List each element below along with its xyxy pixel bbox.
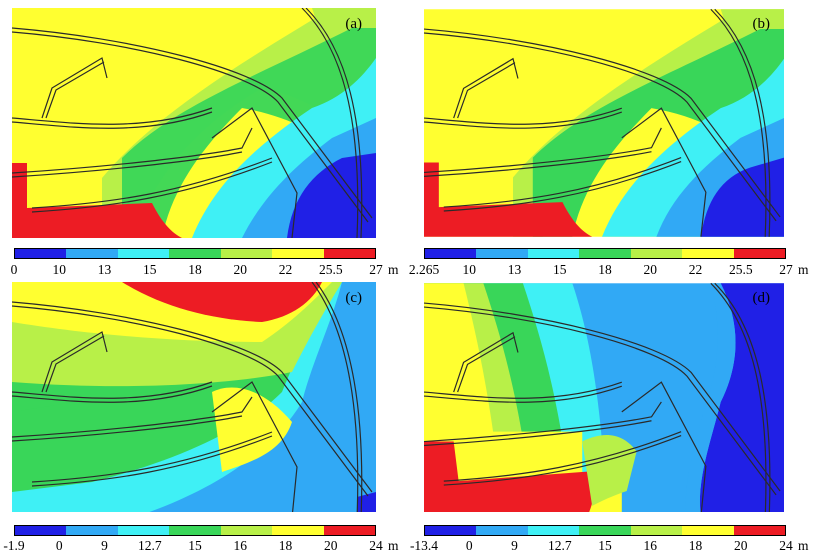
colorbar-ticks-b: 2.265 10 13 15 18 20 22 25.5 27 m [409, 262, 809, 280]
colorbar-tick-label: 20 [233, 262, 248, 277]
colorbar-d-segment [630, 526, 683, 535]
colorbar-ticks-c: -1.9 0 9 12.7 15 16 18 20 24 m [3, 538, 398, 556]
colorbar-tick-label: 16 [233, 538, 248, 553]
colorbar-tick-label: 13 [97, 262, 112, 277]
colorbar-b-segment [682, 249, 734, 258]
colorbar-a-segment [117, 249, 170, 258]
colorbar-b-segment [425, 249, 477, 258]
colorbar-tick-label: 9 [511, 538, 518, 553]
colorbar-d-segment [527, 526, 580, 535]
colorbar-unit-label: m [798, 262, 809, 277]
colorbar-tick-label: 15 [598, 538, 612, 553]
colorbar-tick-label: 22 [278, 262, 293, 277]
colorbar-b-segment [579, 249, 631, 258]
colorbar-tick-label: 0 [55, 538, 63, 553]
colorbar-unit-label: m [388, 538, 399, 553]
contour-panel-d: (d) [424, 282, 784, 512]
colorbar-tick-label: 15 [188, 538, 202, 553]
colorbar-c-segment [323, 526, 375, 535]
colorbar-tick-label: 20 [324, 538, 338, 553]
contour-panel-a: (a) [12, 8, 376, 238]
colorbar-b-segment [476, 249, 528, 258]
colorbar-ticks-a: 0 10 13 15 18 20 22 25.5 27 m [10, 262, 399, 280]
colorbar-tick-label: -1.9 [3, 538, 25, 553]
colorbar-c [14, 525, 376, 536]
colorbar-tick-label: 25.5 [728, 262, 753, 277]
colorbar-tick-label: 9 [101, 538, 108, 553]
colorbar-unit-label: m [388, 262, 399, 277]
colorbar-tick-label: 13 [507, 262, 522, 277]
contour-map-d [424, 282, 784, 512]
colorbar-c-segment [169, 526, 221, 535]
colorbar-d-segment [682, 526, 734, 535]
colorbar-tick-label: 18 [688, 538, 703, 553]
panel-label-c: (c) [345, 290, 362, 306]
colorbar-tick-label: 20 [643, 262, 658, 277]
colorbar-b-segment [733, 249, 785, 258]
colorbar-c-segment [220, 526, 273, 535]
colorbar-tick-label: 24 [779, 538, 793, 553]
contour-panel-b: (b) [424, 8, 784, 238]
contour-map-b [424, 8, 784, 237]
colorbar-tick-label: 18 [188, 262, 202, 277]
colorbar-tick-label: 15 [143, 262, 157, 277]
colorbar-tick-label: 12.7 [137, 538, 162, 553]
colorbar-c-segment [66, 526, 118, 535]
colorbar-a-segment [323, 249, 375, 258]
colorbar-ticks-d: -13.4 0 9 12.7 15 16 18 20 24 m [410, 538, 809, 556]
colorbar-tick-label: 10 [462, 262, 477, 277]
contour-map-a [12, 8, 376, 238]
colorbar-c-segment [117, 526, 170, 535]
colorbar-d-segment [425, 526, 477, 535]
colorbar-c-segment [272, 526, 324, 535]
colorbar-tick-label: 10 [52, 262, 67, 277]
colorbar-tick-label: 25.5 [318, 262, 343, 277]
colorbar-d-segment [733, 526, 785, 535]
colorbar-tick-label: -13.4 [409, 538, 439, 553]
colorbar-a-segment [169, 249, 221, 258]
colorbar-a-segment [66, 249, 118, 258]
colorbar-tick-label: 18 [278, 538, 293, 553]
colorbar-tick-label: 0 [465, 538, 473, 553]
contour-panel-c: (c) [12, 282, 376, 512]
colorbar-b-segment [527, 249, 580, 258]
colorbar-tick-label: 22 [688, 262, 703, 277]
colorbar-tick-label: 12.7 [547, 538, 572, 553]
colorbar-c-segment [15, 526, 67, 535]
colorbar-b [424, 248, 786, 259]
colorbar-a-segment [220, 249, 273, 258]
colorbar-tick-label: 27 [779, 262, 793, 277]
colorbar-tick-label: 16 [643, 538, 658, 553]
panel-label-b: (b) [752, 16, 771, 32]
colorbar-d [424, 525, 786, 536]
panel-label-a: (a) [345, 16, 362, 32]
colorbar-d-segment [476, 526, 528, 535]
colorbar-a [14, 248, 376, 259]
colorbar-b-segment [630, 249, 683, 258]
colorbar-tick-label: 20 [734, 538, 748, 553]
colorbar-tick-label: 24 [369, 538, 383, 553]
colorbar-a-segment [272, 249, 324, 258]
colorbar-tick-label: 2.265 [408, 262, 440, 277]
colorbar-unit-label: m [798, 538, 809, 553]
colorbar-tick-label: 0 [10, 262, 18, 277]
colorbar-d-segment [579, 526, 631, 535]
contour-map-c [12, 282, 376, 512]
panel-label-d: (d) [752, 290, 771, 306]
colorbar-a-segment [15, 249, 67, 258]
colorbar-tick-label: 15 [553, 262, 567, 277]
colorbar-tick-label: 18 [598, 262, 612, 277]
colorbar-tick-label: 27 [369, 262, 383, 277]
